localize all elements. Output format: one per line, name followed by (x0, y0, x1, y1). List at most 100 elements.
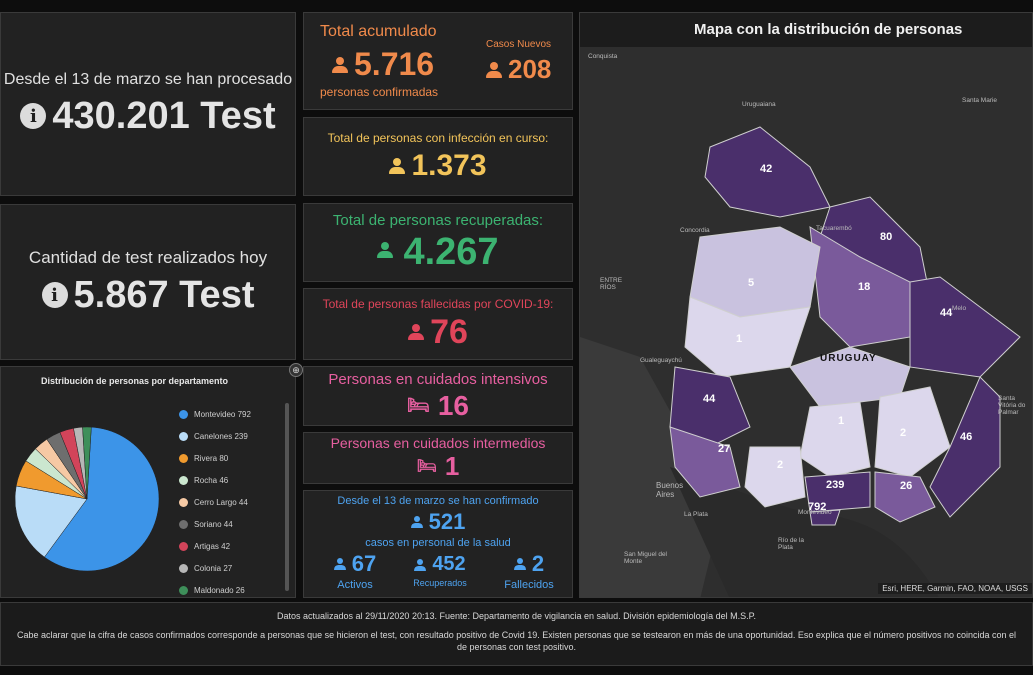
legend-swatch (179, 497, 188, 507)
processed-tests-panel: Desde el 13 de marzo se han procesado i … (0, 12, 296, 196)
dept-durazno[interactable] (789, 346, 911, 408)
acumulado-value-row: 5.716 (332, 46, 434, 83)
place-label: Montevideo (798, 509, 832, 516)
region-label: 792 (808, 501, 827, 513)
person-icon (408, 324, 425, 340)
place-label: Río de la Plata (778, 537, 805, 551)
intensivos-title: Personas en cuidados intensivos (328, 370, 548, 388)
dept-maldonado[interactable] (874, 471, 936, 523)
legend-item[interactable]: Artigas 42 (179, 535, 251, 557)
map-land-argentina (580, 337, 720, 597)
intensivos-panel: Personas en cuidados intensivos 🛏 16 (303, 366, 573, 426)
expand-icon[interactable]: ⊕ (289, 363, 303, 377)
map-panel[interactable]: Mapa con la distribución de personas ⌂ 4… (579, 12, 1033, 598)
salud-value: 521 (428, 509, 466, 534)
legend-item[interactable]: Montevideo 792 (179, 403, 251, 425)
place-label: Uruguaiana (742, 101, 776, 108)
region-label: 27 (718, 443, 731, 455)
pie-slice-canelones[interactable] (14, 485, 88, 558)
legend-item[interactable]: Soriano 44 (179, 513, 251, 535)
en-curso-value-row: 1.373 (389, 149, 487, 183)
today-tests-panel: Cantidad de test realizados hoy i 5.867 … (0, 204, 296, 360)
casos-nuevos-value: 208 (508, 54, 552, 84)
dept-soriano[interactable] (669, 366, 751, 448)
dept-colonia[interactable] (669, 426, 741, 498)
region-label: 80 (880, 231, 893, 243)
map-river (670, 467, 939, 597)
map-title-bar (580, 13, 1032, 47)
region-label: 46 (960, 431, 973, 443)
region-label: 1 (838, 415, 845, 427)
legend-scrollbar[interactable] (285, 403, 289, 591)
pie-title: Distribución de personas por departament… (41, 376, 229, 386)
fallecidas-panel: Total de personas fallecidas por COVID-1… (303, 288, 573, 360)
pie-legend: Montevideo 792 Canelones 239 Rivera 80 Roch… (179, 403, 251, 601)
footer-note: Cabe aclarar que la cifra de casos confi… (16, 630, 1017, 652)
salud-value-row: 521 (304, 509, 572, 535)
fallecidos-value-row: 2 (494, 551, 564, 577)
info-icon[interactable]: i (20, 103, 47, 129)
pie-chart (14, 426, 160, 572)
acumulado-subtitle: personas confirmadas (320, 85, 439, 99)
legend-item[interactable]: Colonia 27 (179, 557, 251, 579)
legend-item[interactable]: Canelones 239 (179, 425, 251, 447)
uruguay-map[interactable] (580, 47, 1033, 598)
en-curso-title: Total de personas con infección en curso… (327, 130, 549, 145)
dept-artigas[interactable] (704, 126, 831, 218)
intensivos-value-row: 🛏 16 (407, 390, 469, 422)
activos-label: Activos (337, 579, 373, 591)
recuperadas-title: Total de personas recuperadas: (332, 211, 544, 229)
acumulado-title: Total acumulado (320, 23, 437, 40)
person-icon (414, 558, 427, 571)
dept-san-jose[interactable] (744, 446, 806, 508)
activos-value-row: 67 (320, 551, 390, 577)
dept-salto[interactable] (689, 226, 821, 318)
acumulado-value: 5.716 (354, 46, 435, 82)
person-icon (486, 61, 502, 78)
recuperados-label: Recuperados (413, 578, 467, 588)
legend-swatch (179, 453, 188, 463)
place-label: Santa Marie (962, 97, 998, 104)
legend-swatch (179, 475, 188, 485)
dept-montevideo[interactable] (809, 509, 841, 526)
dept-canelones[interactable] (804, 471, 871, 513)
legend-swatch (179, 541, 188, 551)
pie-slice-montevideo[interactable] (44, 426, 160, 572)
recuperadas-panel: Total de personas recuperadas: 4.267 (303, 203, 573, 282)
legend-item[interactable]: Cerro Largo 44 (179, 491, 251, 513)
processed-tests-value: 430.201 Test (52, 94, 276, 137)
map-attribution: Esri, HERE, Garmin, FAO, NOAA, USGS (878, 583, 1032, 594)
legend-label: Rocha 46 (194, 475, 229, 485)
processed-tests-value-row: i 430.201 Test (20, 94, 276, 138)
en-curso-panel: Total de personas con infección en curso… (303, 117, 573, 196)
salud-panel: Desde el 13 de marzo se han confirmado 5… (303, 490, 573, 598)
legend-swatch (179, 409, 188, 419)
pie-slice-maldonado[interactable] (82, 426, 92, 500)
casos-nuevos-row: 208 (486, 54, 551, 85)
bed-icon: 🛏 (406, 395, 430, 415)
place-label: San Miguel del Monte (624, 551, 667, 565)
place-label: Melo (952, 305, 967, 312)
dept-lavalleja[interactable] (874, 386, 951, 478)
legend-label: Colonia 27 (194, 563, 233, 573)
person-icon (513, 558, 526, 570)
recuperadas-value: 4.267 (403, 230, 499, 273)
legend-label: Artigas 42 (194, 541, 231, 551)
place-label: Santa Vitória do Palmar (998, 395, 1026, 416)
legend-label: Soriano 44 (194, 519, 233, 529)
person-icon (333, 558, 346, 570)
region-label: 5 (748, 277, 755, 289)
footer-updated: Datos actualizados al 29/11/2020 20:13. … (277, 611, 756, 621)
salud-recuperados: 452 Recuperados (400, 553, 480, 588)
dept-cerro-largo[interactable] (909, 276, 1021, 378)
dept-rocha[interactable] (929, 376, 1001, 518)
legend-label: Cerro Largo 44 (194, 497, 248, 507)
legend-item[interactable]: Maldonado 26 (179, 579, 251, 601)
dept-florida[interactable] (799, 401, 871, 478)
legend-item[interactable]: Rocha 46 (179, 469, 251, 491)
info-icon[interactable]: i (41, 282, 68, 308)
legend-item[interactable]: Rivera 80 (179, 447, 251, 469)
legend-label: Maldonado 26 (194, 585, 245, 595)
salud-line2: casos en personal de la salud (365, 537, 511, 549)
legend-label: Canelones 239 (194, 431, 248, 441)
